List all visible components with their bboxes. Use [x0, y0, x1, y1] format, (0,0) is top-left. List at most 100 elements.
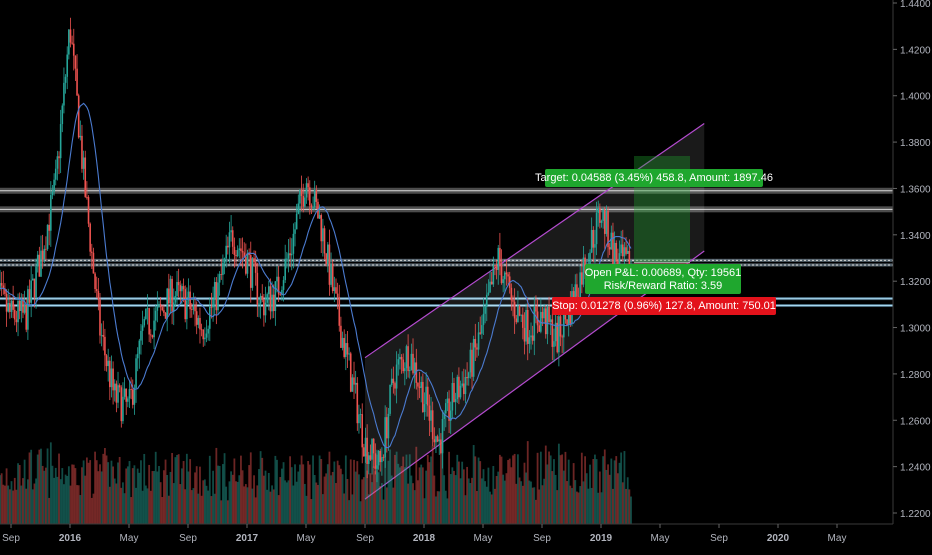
candle-body — [399, 356, 401, 360]
candle-body — [176, 282, 178, 296]
candle-body — [200, 329, 203, 331]
volume-bar — [372, 466, 375, 524]
candle-body — [190, 309, 193, 311]
volume-bar — [53, 477, 56, 524]
volume-bar — [243, 486, 246, 524]
volume-bar — [279, 477, 282, 524]
volume-bar — [136, 468, 139, 524]
candle-body — [541, 311, 544, 319]
candle-body — [10, 300, 13, 312]
candle-body — [610, 232, 613, 250]
volume-bar — [197, 493, 200, 524]
candle-body — [87, 197, 90, 224]
volume-bar — [482, 469, 485, 524]
volume-bar — [395, 451, 398, 524]
volume-bar — [494, 488, 496, 524]
candle-body — [304, 197, 306, 207]
candle-body — [617, 260, 619, 268]
candle-body — [20, 299, 23, 311]
candle-body — [500, 264, 503, 284]
candle-body — [9, 303, 11, 312]
volume-bar — [187, 471, 190, 524]
candle-body — [153, 320, 155, 338]
volume-bar — [199, 466, 201, 524]
volume-bar — [30, 449, 33, 524]
candle-body — [476, 347, 478, 350]
candle-body — [546, 306, 549, 335]
candle-body — [109, 360, 111, 388]
volume-bar — [346, 478, 349, 524]
volume-bar — [210, 496, 213, 524]
volume-bar — [544, 445, 547, 524]
candle-body — [564, 310, 567, 320]
volume-bar — [125, 468, 128, 524]
candle-body — [249, 255, 252, 288]
volume-bar — [561, 454, 564, 524]
volume-bar — [443, 475, 446, 524]
candle-body — [372, 438, 375, 454]
volume-bar — [331, 471, 334, 524]
volume-bar — [12, 490, 15, 524]
candle-body — [179, 285, 182, 292]
candle-body — [84, 157, 87, 197]
volume-bar — [492, 465, 495, 524]
volume-bar — [120, 487, 123, 524]
candle-body — [626, 250, 629, 254]
candle-body — [394, 383, 396, 389]
volume-bar — [202, 480, 205, 524]
volume-bar — [328, 451, 331, 524]
candle-body — [308, 187, 311, 206]
candle-body — [186, 300, 188, 320]
candle-body — [135, 358, 137, 389]
candle-body — [338, 297, 341, 326]
volume-bar — [466, 466, 469, 524]
candle-body — [333, 287, 336, 292]
candle-body — [590, 229, 593, 253]
candle-body — [294, 229, 296, 234]
x-tick-label: 2020 — [767, 533, 790, 544]
candle-body — [353, 377, 355, 385]
volume-bar — [326, 464, 329, 524]
volume-bar — [551, 471, 554, 524]
candle-body — [110, 368, 113, 388]
volume-bar — [112, 466, 115, 524]
volume-bar — [131, 468, 134, 524]
volume-bar — [546, 464, 549, 524]
volume-bar — [166, 475, 169, 524]
candle-body — [105, 355, 108, 367]
candle-body — [236, 250, 239, 257]
candle-body — [581, 272, 583, 285]
volume-bar — [521, 485, 524, 524]
volume-bar — [616, 473, 619, 524]
candle-body — [69, 29, 72, 43]
candle-body — [554, 322, 557, 342]
candle-body — [184, 289, 187, 320]
candle-body — [231, 230, 234, 247]
candle-body — [422, 381, 424, 413]
candle-body — [562, 310, 565, 338]
volume-bar — [321, 494, 324, 524]
candle-body — [392, 378, 395, 384]
volume-bar — [174, 457, 177, 524]
volume-bar — [240, 455, 242, 524]
candle-body — [482, 313, 485, 326]
volume-bar — [385, 487, 388, 524]
volume-bar — [367, 494, 370, 524]
volume-bar — [58, 453, 60, 524]
candle-body — [602, 209, 604, 221]
volume-bar — [317, 484, 319, 524]
volume-bar — [41, 465, 44, 524]
volume-bar — [461, 461, 464, 524]
candle-body — [312, 207, 314, 209]
volume-bar — [408, 454, 411, 524]
candle-body — [425, 386, 427, 405]
volume-bar — [84, 475, 87, 524]
volume-bar — [505, 473, 508, 524]
volume-bar — [66, 475, 69, 524]
volume-bar — [281, 468, 283, 524]
candle-body — [313, 189, 316, 208]
volume-bar — [4, 485, 6, 524]
candle-body — [607, 210, 609, 248]
